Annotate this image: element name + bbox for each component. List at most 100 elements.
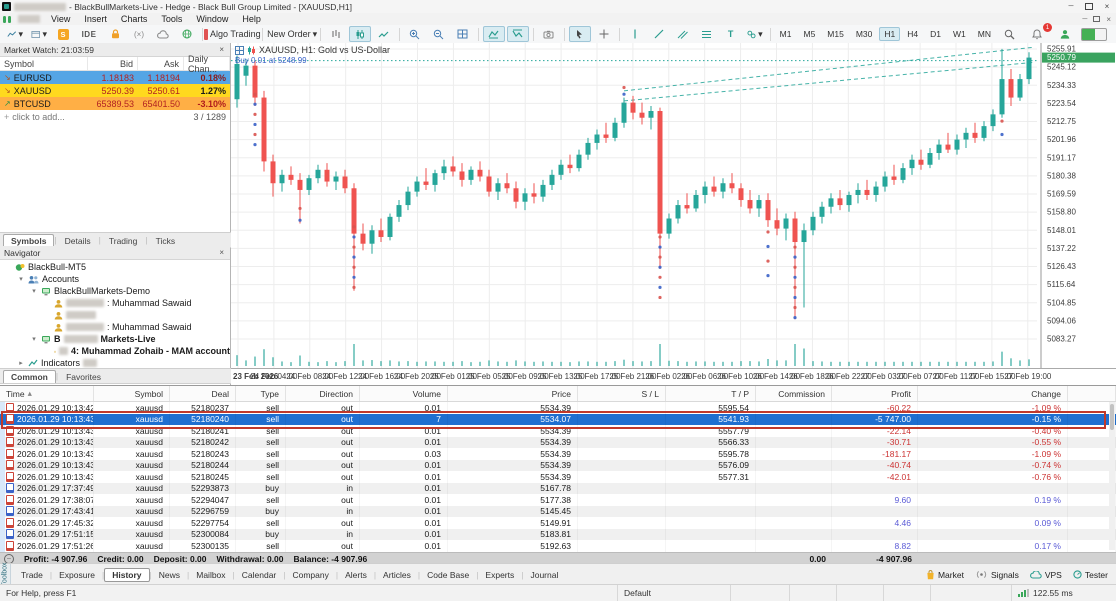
crosshair-button[interactable] [593,26,615,42]
indicators-button[interactable] [482,26,505,42]
minimize-button[interactable]: ─ [1068,3,1074,10]
statusitem-market[interactable]: Market [926,570,964,580]
shapes-tool-button[interactable]: ▾ [744,26,766,42]
toolbox-tab-news[interactable]: News [158,569,181,580]
navigator-item-blackbull-mt5[interactable]: BlackBull-MT5 [0,261,230,273]
timeframe-m1[interactable]: M1 [779,29,792,39]
mql5-button[interactable]: S [52,26,74,42]
new-order-button[interactable]: New Order ▾ [267,28,318,40]
close-icon[interactable]: × [219,45,224,54]
market-watch-row-eurusd[interactable]: ↘ EURUSD 1.18183 1.18194 0.18% [0,71,230,84]
timeframe-mn[interactable]: MN [977,29,991,39]
mdi-close-button[interactable]: × [1106,14,1111,24]
timeframe-h4[interactable]: H4 [907,29,919,39]
menu-window[interactable]: Window [196,14,229,24]
line-chart-mode-button[interactable] [373,26,395,42]
timeframe-h1[interactable]: H1 [879,27,901,41]
navigator-item-indicators[interactable]: ▸ Indicators [0,357,230,368]
text-tool-button[interactable]: T [727,29,734,39]
tab-favorites[interactable]: Favorites [66,372,102,382]
toolbox-tab-articles[interactable]: Articles [383,569,411,580]
column-header-direction[interactable]: Direction [286,386,360,401]
column-header-commission[interactable]: Commission [756,386,832,401]
history-row[interactable]: 2026.01.29 10:13:42 xauusd 52180237 sell out… [0,402,1116,414]
tab-details[interactable]: Details [64,236,91,246]
market-watch-row-btcusd[interactable]: ↗ BTCUSD 65389.53 65401.50 -3.10% [0,97,230,110]
tile-windows-button[interactable] [452,26,474,42]
zoom-out-button[interactable] [428,26,450,42]
column-header-type[interactable]: Type [236,386,286,401]
column-header-deal[interactable]: Deal [170,386,236,401]
toolbox-tab-history[interactable]: History [104,567,150,582]
history-row[interactable]: 2026.01.29 10:13:43 xauusd 52180245 sell out… [0,471,1116,483]
menu-tools[interactable]: Tools [161,14,183,24]
column-header[interactable]: Ask [138,57,184,70]
statusbar-profile[interactable]: Default [617,585,730,601]
column-header[interactable]: Bid [88,57,138,70]
expand-icon[interactable]: ▸ [19,360,23,367]
history-row[interactable]: 2026.01.29 10:13:43 xauusd 52180240 sell out… [0,413,1116,425]
timeframe-w1[interactable]: W1 [953,29,966,39]
search-button[interactable] [998,26,1020,42]
statusitem-tester[interactable]: Tester [1073,570,1108,580]
history-row[interactable]: 2026.01.29 17:51:26 xauusd 52300135 sell out… [0,540,1116,552]
ide-button[interactable]: IDE [76,26,102,42]
notifications-button[interactable]: 1 [1026,23,1052,42]
navigator-item-blackbullmarkets-demo[interactable]: ▾ BlackBullMarkets-Demo [0,285,230,297]
candlestick-mode-button[interactable] [348,26,371,42]
algo-trading-button[interactable]: Algo Trading [204,26,261,42]
navigator-item-4-muhammad-zohaib-mam-accoun[interactable]: 4: Muhammad Zohaib - MAM account [0,345,230,357]
toolbox-tab-code-base[interactable]: Code Base [427,569,470,580]
timeframe-m15[interactable]: M15 [827,29,844,39]
history-row[interactable]: 2026.01.29 10:13:43 xauusd 52180241 sell out… [0,425,1116,437]
cursor-button[interactable] [568,26,591,42]
menu-help[interactable]: Help [242,14,261,24]
history-row[interactable]: 2026.01.29 10:13:43 xauusd 52180244 sell out… [0,459,1116,471]
collapse-icon[interactable]: ▾ [19,276,23,283]
column-header[interactable]: Symbol [0,57,88,70]
close-icon[interactable]: × [219,248,224,257]
toolbox-tab-experts[interactable]: Experts [485,569,515,580]
history-row[interactable]: 2026.01.29 17:38:07 xauusd 52294047 sell out… [0,494,1116,506]
toolbox-tab-mailbox[interactable]: Mailbox [196,569,226,580]
close-button[interactable]: × [1104,2,1110,11]
toolbox-tab-company[interactable]: Company [292,569,329,580]
column-header-sl[interactable]: S / L [578,386,666,401]
navigator-item-markets-live[interactable]: ▾ B Markets-Live [0,333,230,345]
disable-button[interactable]: (×) [134,29,144,39]
objects-button[interactable] [506,26,529,42]
collapse-icon[interactable]: ▾ [32,336,36,343]
column-header-change[interactable]: Change [918,386,1068,401]
channel-tool-button[interactable] [672,26,694,42]
timeframe-m30[interactable]: M30 [855,29,873,39]
cloud-button[interactable] [152,26,174,42]
collapse-icon[interactable]: ▾ [32,288,36,295]
community-button[interactable] [176,26,198,42]
toolbox-tab-calendar[interactable]: Calendar [241,569,277,580]
connection-toggle[interactable] [1081,27,1107,41]
history-row[interactable]: 2026.01.29 10:13:43 xauusd 52180243 sell out… [0,448,1116,460]
mdi-minimize-button[interactable]: ─ [1082,15,1088,23]
toolbox-tab-journal[interactable]: Journal [530,569,559,580]
vertical-line-tool-button[interactable] [624,26,646,42]
chart-profile-button[interactable]: ▾ [4,26,26,42]
column-header-symbol[interactable]: Symbol [94,386,170,401]
window-layout-button[interactable]: ▾ [28,26,50,42]
column-header-volume[interactable]: Volume [360,386,448,401]
table-scrollbar[interactable] [1109,402,1115,550]
maximize-button[interactable] [1080,0,1098,13]
toolbox-tab-alerts[interactable]: Alerts [345,569,367,580]
toolbox-side-label[interactable]: Toolbox [0,562,11,587]
tab-ticks[interactable]: Ticks [155,236,176,246]
column-header-price[interactable]: Price [448,386,578,401]
statusitem-signals[interactable]: Signals [975,570,1019,580]
history-row[interactable]: 2026.01.29 17:37:49 xauusd 52293873 buy in 0.… [0,482,1116,494]
market-watch-row-xauusd[interactable]: ↘ XAUUSD 5250.39 5250.61 1.27% [0,84,230,97]
statusitem-vps[interactable]: VPS [1029,570,1062,580]
add-symbol-button[interactable]: + click to add... [4,111,65,122]
navigator-item--muhammad-sawaid[interactable]: : Muhammad Sawaid [0,321,230,333]
fibonacci-tool-button[interactable] [696,26,718,42]
history-row[interactable]: 2026.01.29 17:51:15 xauusd 52300084 buy in 0.… [0,528,1116,540]
history-row[interactable]: 2026.01.29 17:45:32 xauusd 52297754 sell out… [0,517,1116,529]
